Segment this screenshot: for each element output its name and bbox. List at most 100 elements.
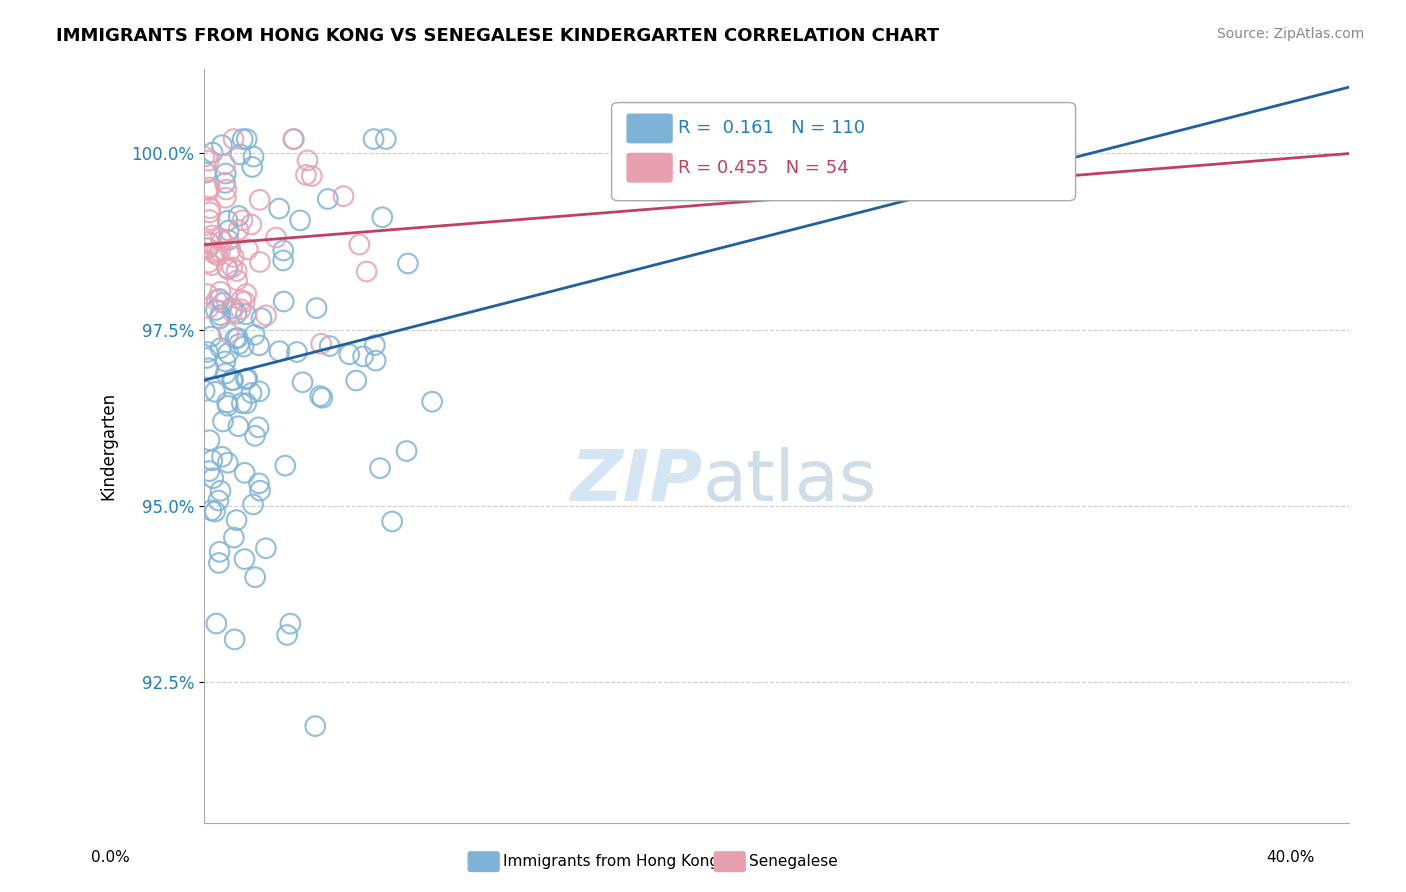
Point <box>209 483 232 498</box>
Point <box>280 616 302 631</box>
Point <box>200 329 222 343</box>
Point <box>217 233 239 247</box>
Point <box>221 373 243 387</box>
Point <box>214 157 236 171</box>
Text: 0.0%: 0.0% <box>91 850 131 865</box>
Point <box>194 384 217 398</box>
Point <box>205 616 228 631</box>
Point <box>273 294 295 309</box>
Point <box>212 414 235 428</box>
Point <box>235 307 257 321</box>
Point <box>209 231 232 245</box>
Point <box>364 353 387 368</box>
Point <box>212 296 235 310</box>
Text: Immigrants from Hong Kong: Immigrants from Hong Kong <box>503 855 720 869</box>
Point <box>337 347 360 361</box>
Point <box>243 327 266 342</box>
Point <box>316 192 339 206</box>
Point <box>374 132 396 146</box>
Point <box>344 374 367 388</box>
Point <box>208 292 231 306</box>
Point <box>274 458 297 473</box>
Point <box>304 719 326 733</box>
Point <box>823 146 845 161</box>
Point <box>209 341 232 355</box>
Point <box>221 304 243 318</box>
Point <box>204 384 226 399</box>
Point <box>197 255 219 269</box>
Point <box>228 223 250 237</box>
Point <box>368 461 391 475</box>
Point <box>236 371 259 385</box>
Point <box>228 337 250 351</box>
Point <box>221 301 243 316</box>
Point <box>211 138 233 153</box>
Point <box>197 345 219 359</box>
Point <box>371 211 394 225</box>
Point <box>243 570 266 584</box>
Point <box>215 182 238 196</box>
Point <box>217 213 239 227</box>
Point <box>198 434 221 448</box>
Point <box>249 193 271 207</box>
Point <box>198 213 221 227</box>
Point <box>211 234 233 248</box>
Point <box>291 376 314 390</box>
Point <box>205 293 228 308</box>
Text: R = 0.455   N = 54: R = 0.455 N = 54 <box>678 159 848 177</box>
Point <box>305 301 328 315</box>
Point <box>218 326 240 340</box>
Point <box>202 471 225 485</box>
Point <box>363 132 385 146</box>
Point <box>198 464 221 478</box>
Point <box>209 308 232 322</box>
Point <box>198 180 221 194</box>
Point <box>295 168 318 182</box>
Point <box>204 504 226 518</box>
Point <box>208 244 231 259</box>
Text: ZIP: ZIP <box>571 447 703 516</box>
Point <box>215 191 238 205</box>
Point <box>271 244 294 258</box>
Point <box>236 243 259 257</box>
Point <box>205 303 228 318</box>
Point <box>217 395 239 409</box>
Point <box>364 338 387 352</box>
Point <box>264 230 287 244</box>
Point <box>381 515 404 529</box>
Point <box>209 311 232 326</box>
Point <box>395 444 418 458</box>
Point <box>200 503 222 517</box>
Point <box>269 344 291 359</box>
Point <box>200 236 222 251</box>
Point <box>235 372 257 386</box>
Point <box>217 262 239 277</box>
Point <box>215 367 238 381</box>
Point <box>225 306 247 320</box>
Y-axis label: Kindergarten: Kindergarten <box>100 392 117 500</box>
Point <box>224 632 246 647</box>
Point <box>198 183 221 197</box>
Point <box>240 386 263 401</box>
Text: Source: ZipAtlas.com: Source: ZipAtlas.com <box>1216 27 1364 41</box>
Point <box>226 273 249 287</box>
Point <box>233 294 256 309</box>
Point <box>215 260 238 275</box>
Point <box>242 150 264 164</box>
Point <box>215 167 238 181</box>
Point <box>211 450 233 464</box>
Point <box>224 331 246 345</box>
Point <box>309 336 332 351</box>
Point <box>243 429 266 443</box>
Point <box>201 453 224 467</box>
Text: IMMIGRANTS FROM HONG KONG VS SENEGALESE KINDERGARTEN CORRELATION CHART: IMMIGRANTS FROM HONG KONG VS SENEGALESE … <box>56 27 939 45</box>
Point <box>222 373 245 387</box>
Point <box>229 302 252 317</box>
Point <box>356 264 378 278</box>
Point <box>197 241 219 255</box>
Point <box>207 493 229 508</box>
Point <box>233 552 256 566</box>
Point <box>283 132 305 146</box>
Point <box>276 628 298 642</box>
Point <box>309 389 332 403</box>
